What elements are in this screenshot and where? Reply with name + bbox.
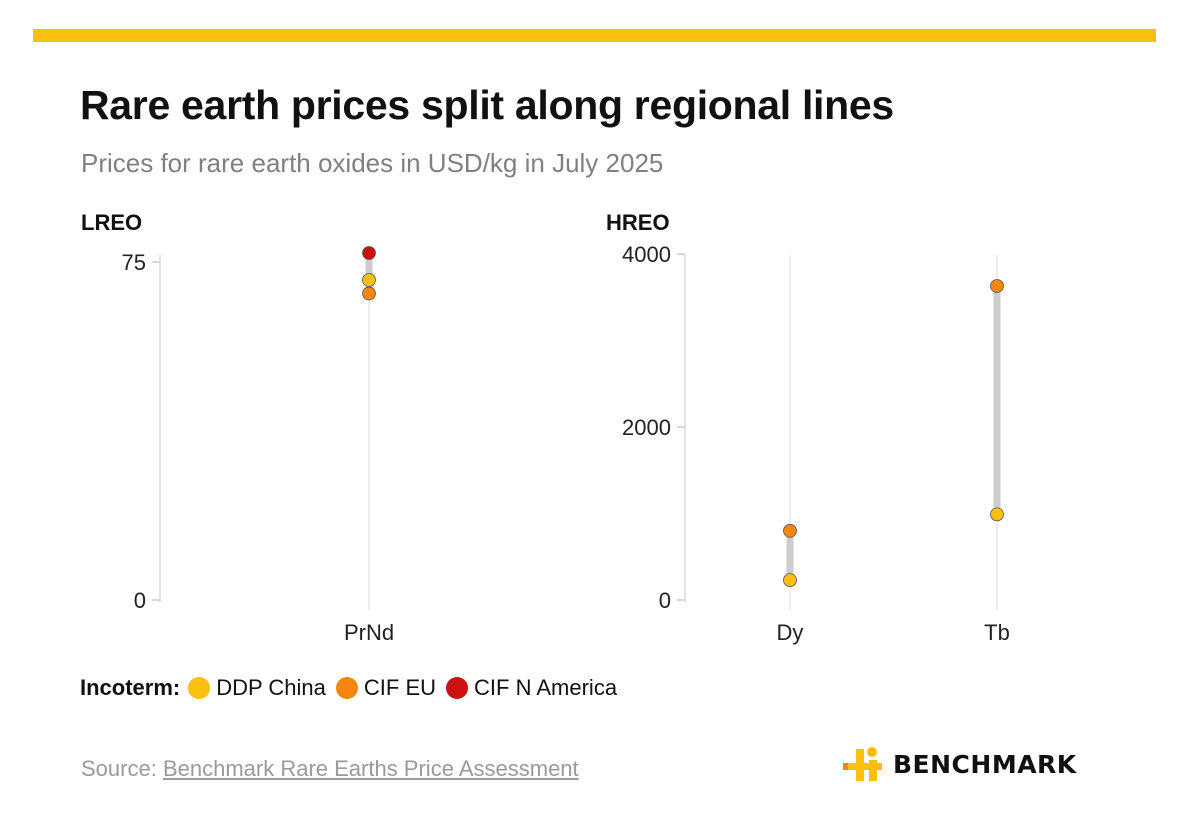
lreo-point-prnd-ddp-china [362, 273, 376, 287]
lreo-y-tick-label-75: 75 [122, 250, 146, 275]
lreo-point-prnd-cif-n-america [362, 246, 376, 260]
source-link[interactable]: Benchmark Rare Earths Price Assessment [162, 756, 579, 781]
legend-title: Incoterm: [80, 675, 181, 700]
hreo-point-tb-ddp-china [990, 507, 1004, 522]
hreo-y-tick-label-0: 0 [659, 588, 671, 613]
hreo-panel-label: HREO [606, 210, 670, 235]
hreo-point-dy-cif-eu [783, 523, 797, 538]
legend-item-cif-eu: CIF EU [335, 675, 437, 701]
legend-swatch-cif-eu [335, 677, 358, 699]
legend: Incoterm: DDP China CIF EU CIF N America [80, 674, 627, 702]
lreo-y-tick-label-0: 0 [134, 588, 146, 613]
benchmark-logo-text: BENCHMARK [893, 750, 1077, 779]
hreo-y-tick-label-2000: 2000 [622, 415, 671, 440]
legend-swatch-cif-n-america [446, 677, 469, 699]
legend-label-ddp-china: DDP China [216, 675, 326, 700]
legend-item-ddp-china: DDP China [188, 675, 326, 701]
hreo-category-label-dy: Dy [777, 620, 804, 645]
legend-label-cif-n-america: CIF N America [474, 675, 618, 700]
chart-subtitle: Prices for rare earth oxides in USD/kg i… [81, 148, 664, 178]
lreo-panel-label: LREO [81, 210, 142, 235]
benchmark-logo: BENCHMARK [843, 742, 1077, 787]
chart-title: Rare earth prices split along regional l… [80, 82, 894, 128]
hreo-category-label-tb: Tb [984, 620, 1010, 645]
accent-bar [33, 29, 1156, 42]
source-note: Source: Benchmark Rare Earths Price Asse… [81, 756, 579, 782]
source-prefix: Source: [81, 756, 163, 781]
legend-swatch-ddp-china [188, 677, 211, 699]
legend-label-cif-eu: CIF EU [363, 675, 437, 700]
legend-item-cif-n-america: CIF N America [446, 675, 617, 701]
hreo-point-tb-cif-eu [990, 279, 1004, 293]
lreo-point-prnd-cif-eu [362, 286, 376, 301]
hreo-y-tick-label-4000: 4000 [622, 242, 671, 267]
hreo-point-dy-ddp-china [783, 573, 797, 588]
lreo-category-label-prnd: PrNd [344, 620, 394, 645]
benchmark-logo-icon [843, 746, 882, 781]
